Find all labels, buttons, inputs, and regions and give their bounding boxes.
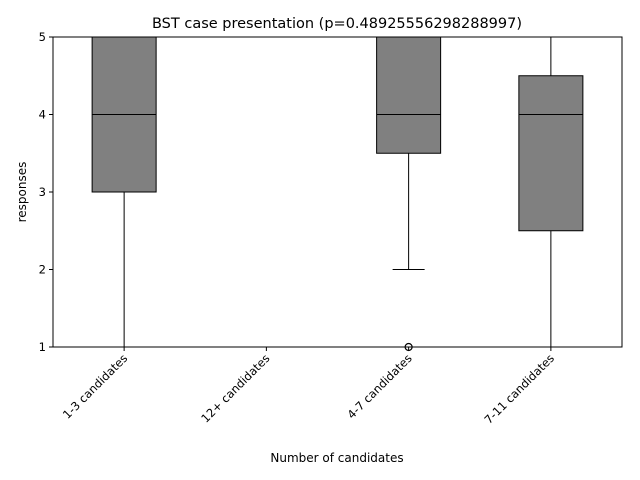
plot-area xyxy=(91,36,584,352)
y-tick-label: 2 xyxy=(39,263,46,277)
iqr-box xyxy=(518,75,584,232)
box-4 xyxy=(518,36,584,348)
y-axis-label: responses xyxy=(15,162,29,223)
y-tick-label: 1 xyxy=(39,340,46,354)
y-tick-label: 3 xyxy=(39,185,46,199)
y-tick-label: 5 xyxy=(39,30,46,44)
x-axis-label: Number of candidates xyxy=(270,451,403,465)
plot-frame xyxy=(52,36,623,348)
iqr-box xyxy=(376,36,442,154)
y-tick-label: 4 xyxy=(39,108,46,122)
chart-title: BST case presentation (p=0.4892555629828… xyxy=(152,16,522,32)
